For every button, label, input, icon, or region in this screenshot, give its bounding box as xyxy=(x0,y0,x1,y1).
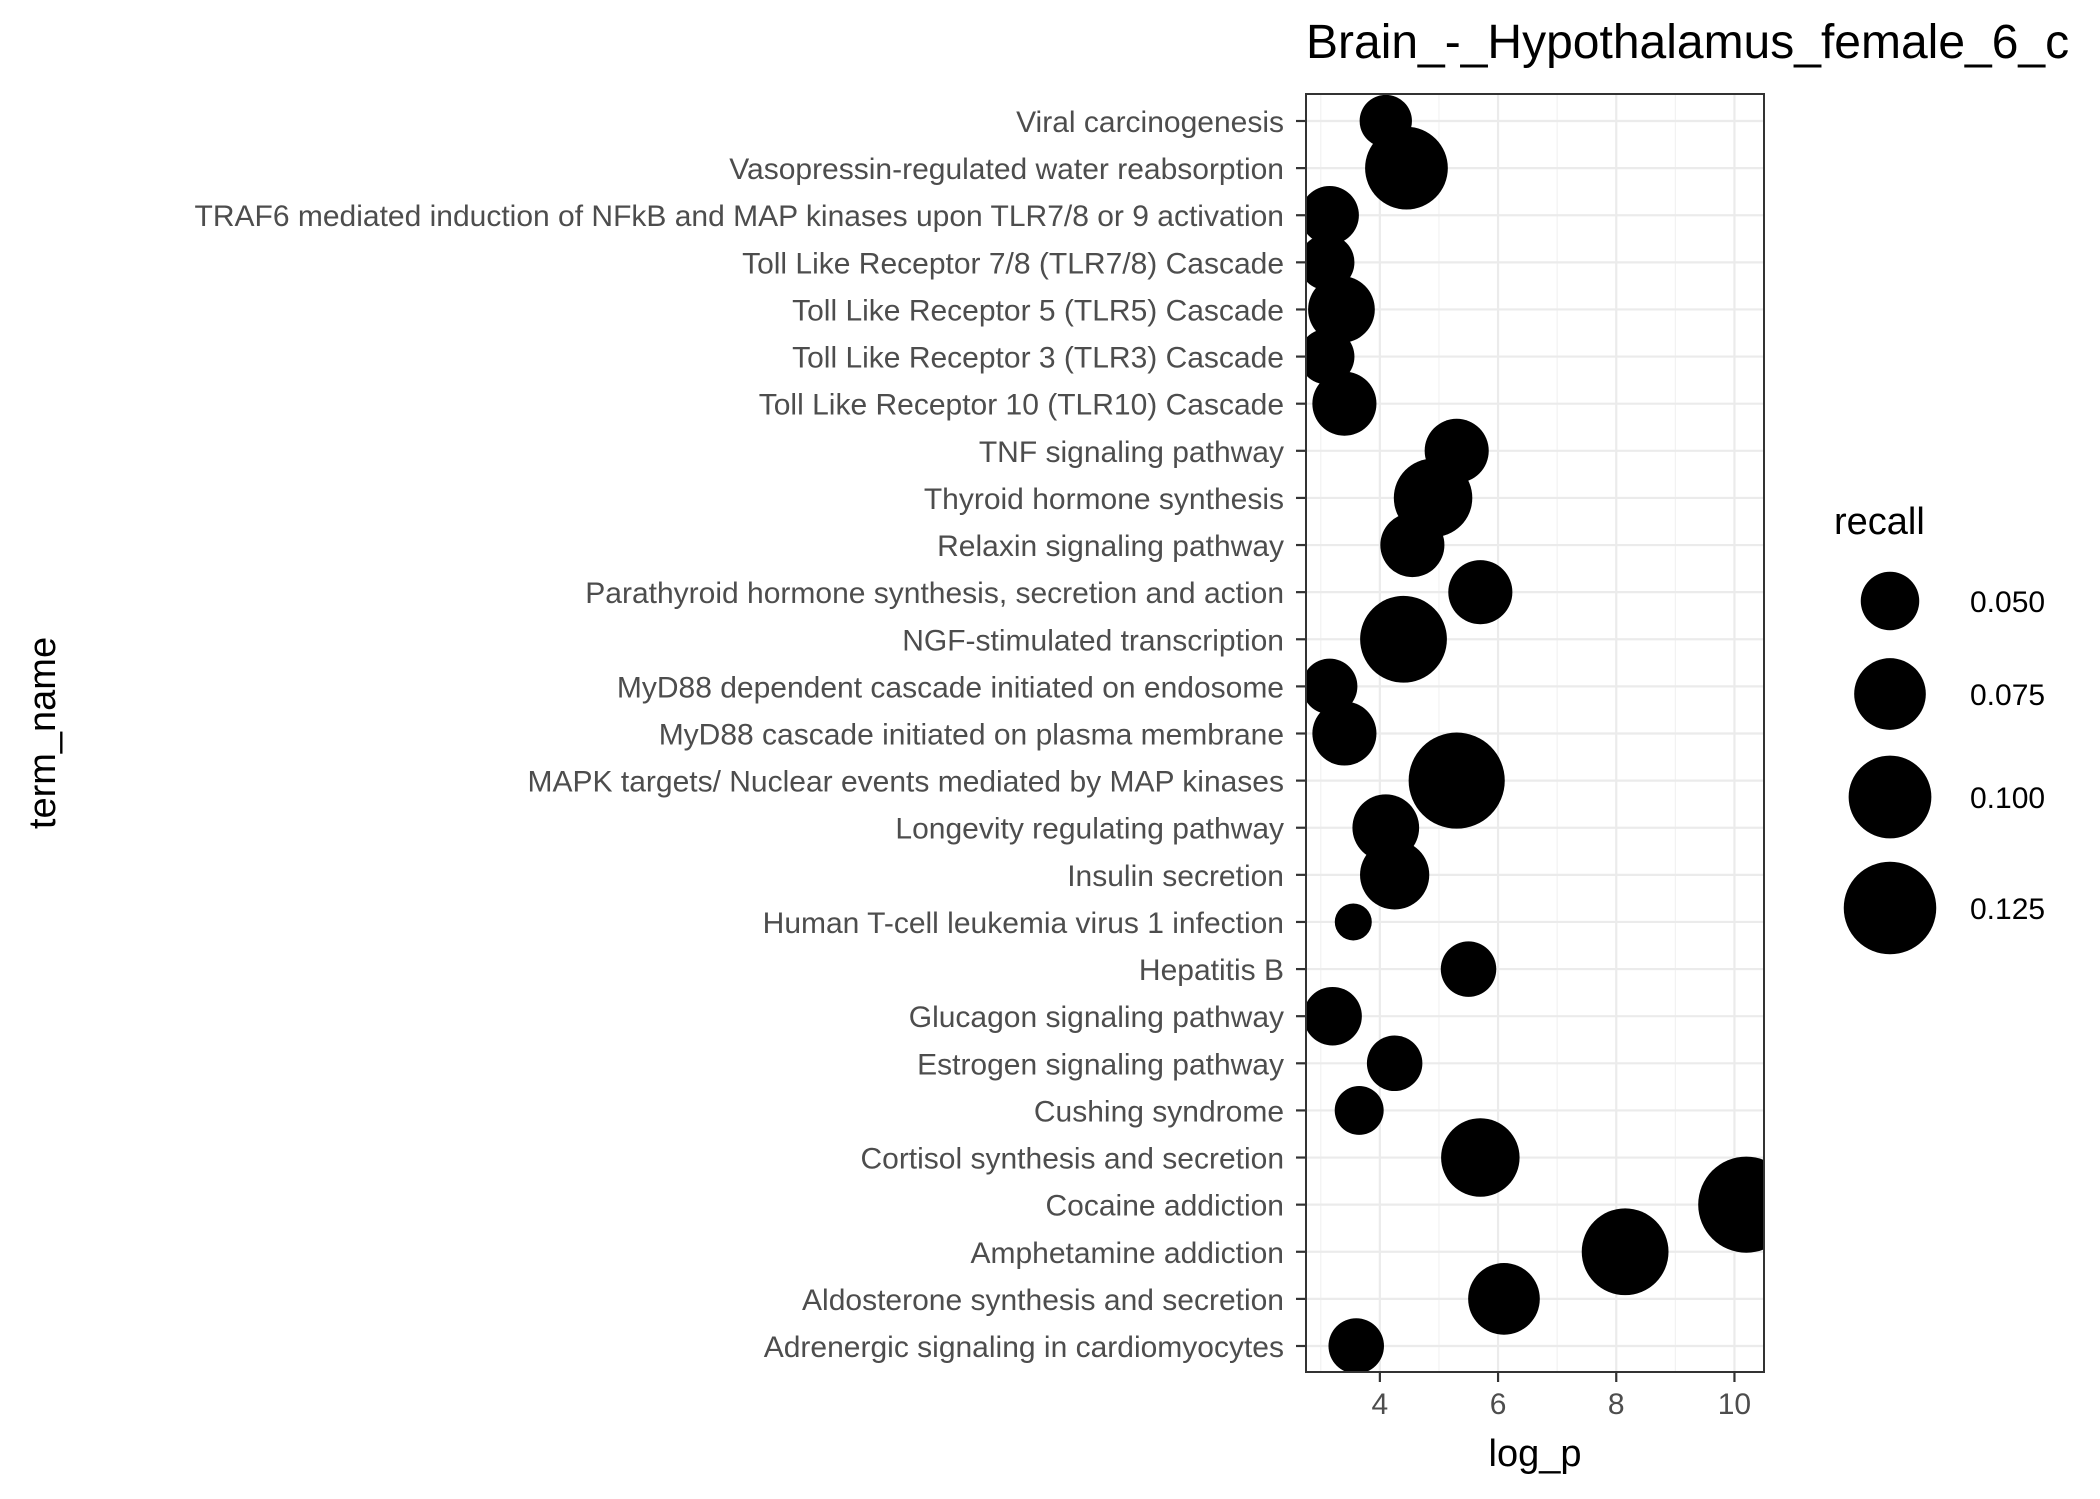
y-tick-label: TRAF6 mediated induction of NFkB and MAP… xyxy=(195,200,1284,233)
y-tick-label: Parathyroid hormone synthesis, secretion… xyxy=(585,577,1284,610)
y-tick-label: Human T-cell leukemia virus 1 infection xyxy=(763,907,1284,940)
legend-label: 0.125 xyxy=(1970,893,2045,926)
data-point xyxy=(1306,328,1355,385)
y-tick-label: Insulin secretion xyxy=(1067,860,1284,893)
data-point xyxy=(1306,658,1358,715)
y-axis: Viral carcinogenesis Vasopressin-regulate… xyxy=(195,106,1306,1364)
x-axis-title: log_p xyxy=(1489,1433,1582,1475)
y-tick-label: NGF-stimulated transcription xyxy=(902,624,1284,657)
data-point xyxy=(1306,185,1359,245)
data-point xyxy=(1581,1208,1669,1296)
data-point xyxy=(1441,1118,1520,1197)
legend-key xyxy=(1860,571,1920,631)
y-tick-label: Hepatitis B xyxy=(1139,954,1284,987)
y-tick-label: Cocaine addiction xyxy=(1046,1190,1285,1223)
legend-label: 0.075 xyxy=(1970,679,2045,712)
y-tick-label: TNF signaling pathway xyxy=(979,436,1284,469)
legend-key xyxy=(1848,755,1932,839)
data-point xyxy=(1306,986,1362,1046)
y-tick-label: Toll Like Receptor 5 (TLR5) Cascade xyxy=(792,294,1284,327)
y-tick-label: Glucagon signaling pathway xyxy=(909,1001,1284,1034)
legend-title: recall xyxy=(1834,501,1925,543)
y-tick-label: MyD88 dependent cascade initiated on end… xyxy=(617,671,1284,704)
x-tick-label: 8 xyxy=(1608,1388,1625,1421)
grid xyxy=(1306,94,1764,1372)
data-point xyxy=(1366,1035,1423,1092)
data-point xyxy=(1360,595,1447,683)
data-point xyxy=(1468,1263,1540,1335)
legend-label: 0.100 xyxy=(1970,782,2045,815)
y-tick-label: Toll Like Receptor 10 (TLR10) Cascade xyxy=(759,389,1284,422)
data-point xyxy=(1360,840,1430,910)
data-point xyxy=(1365,126,1448,210)
legend-key xyxy=(1843,861,1937,955)
x-tick-label: 4 xyxy=(1372,1388,1389,1421)
y-tick-label: Viral carcinogenesis xyxy=(1016,106,1284,139)
y-tick-label: Toll Like Receptor 7/8 (TLR7/8) Cascade xyxy=(742,247,1284,280)
data-point xyxy=(1440,941,1497,997)
y-tick-label: MAPK targets/ Nuclear events mediated by… xyxy=(528,766,1284,799)
x-axis: 4 6 8 10 xyxy=(1372,1372,1751,1421)
legend-label: 0.050 xyxy=(1970,586,2045,619)
y-tick-label: Amphetamine addiction xyxy=(970,1237,1284,1270)
data-point xyxy=(1408,732,1505,829)
legend: recall 0.050 0.075 0.100 0.125 xyxy=(1834,501,2045,955)
y-tick-label: MyD88 cascade initiated on plasma membra… xyxy=(659,719,1284,752)
data-point xyxy=(1312,371,1377,436)
y-tick-label: Thyroid hormone synthesis xyxy=(924,483,1284,516)
y-tick-label: Longevity regulating pathway xyxy=(895,813,1284,846)
data-point xyxy=(1334,1085,1384,1135)
data-point xyxy=(1312,701,1377,766)
y-tick-label: Cushing syndrome xyxy=(1034,1095,1284,1128)
y-tick-label: Aldosterone synthesis and secretion xyxy=(802,1284,1284,1317)
chart-title: Brain_-_Hypothalamus_female_6_c xyxy=(1306,16,2069,69)
legend-key xyxy=(1854,658,1926,730)
data-point xyxy=(1308,276,1375,343)
data-point xyxy=(1334,903,1372,941)
data-point xyxy=(1328,1318,1384,1372)
y-tick-label: Toll Like Receptor 3 (TLR3) Cascade xyxy=(792,342,1284,375)
data-point xyxy=(1698,1156,1764,1253)
data-point xyxy=(1380,512,1445,578)
y-tick-label: Vasopressin-regulated water reabsorption xyxy=(729,153,1284,186)
data-points xyxy=(1306,94,1764,1372)
y-axis-title: term_name xyxy=(22,637,64,829)
x-tick-label: 10 xyxy=(1718,1388,1751,1421)
data-point xyxy=(1448,560,1513,625)
y-tick-label: Estrogen signaling pathway xyxy=(917,1048,1284,1081)
y-tick-label: Relaxin signaling pathway xyxy=(937,530,1284,563)
x-tick-label: 6 xyxy=(1490,1388,1507,1421)
y-tick-label: Cortisol synthesis and secretion xyxy=(860,1143,1284,1176)
y-tick-label: Adrenergic signaling in cardiomyocytes xyxy=(764,1331,1284,1364)
